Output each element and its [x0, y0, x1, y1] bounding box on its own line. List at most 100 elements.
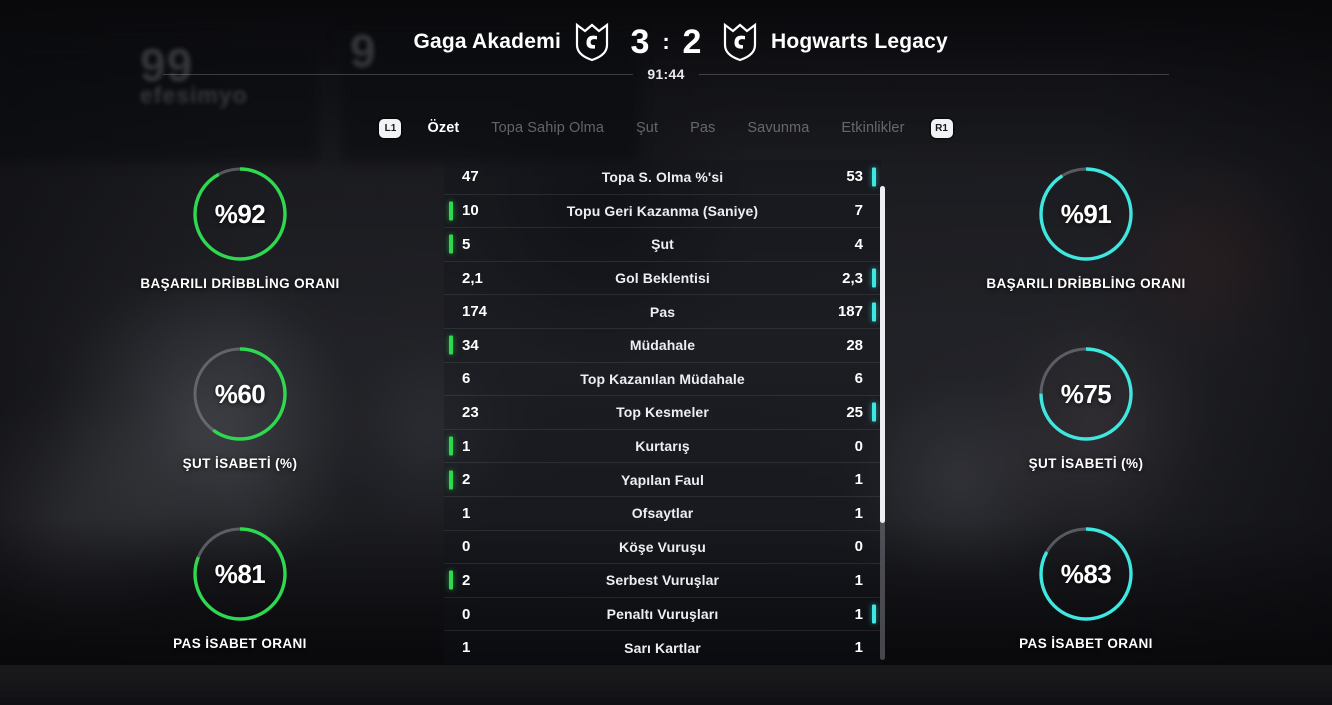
- stat-label: Şut: [528, 236, 797, 252]
- tab-3[interactable]: Şut: [620, 120, 674, 136]
- stat-label: Penaltı Vuruşları: [528, 606, 797, 622]
- stat-label: Top Kesmeler: [528, 404, 797, 420]
- home-team-name: Gaga Akademi: [381, 30, 561, 54]
- clock-rule-left: [163, 74, 633, 75]
- tab-5[interactable]: Savunma: [731, 120, 825, 136]
- stat-away-value: 53: [797, 168, 881, 185]
- stat-label: Pas: [528, 304, 797, 320]
- away-gauge: %83 PAS İSABET ORANI: [936, 522, 1236, 651]
- stat-away-value: 1: [797, 639, 881, 656]
- gauge-label: ŞUT İSABETİ (%): [90, 456, 390, 471]
- progress-ring-icon: %91: [1034, 162, 1138, 266]
- r1-bumper-icon[interactable]: R1: [931, 119, 953, 138]
- away-gauge: %75 ŞUT İSABETİ (%): [936, 342, 1236, 471]
- home-leader-marker: [449, 571, 453, 590]
- away-crest-icon: [723, 22, 757, 62]
- stat-home-value: 2: [444, 471, 528, 488]
- stat-away-value: 0: [797, 538, 881, 555]
- gauge-value: %83: [1034, 522, 1138, 626]
- stats-scrollbar[interactable]: [880, 186, 885, 660]
- home-leader-marker: [449, 336, 453, 355]
- stat-home-value: 10: [444, 202, 528, 219]
- tab-2[interactable]: Topa Sahip Olma: [475, 120, 620, 136]
- gauge-label: PAS İSABET ORANI: [90, 636, 390, 651]
- stat-away-value: 0: [797, 438, 881, 455]
- stat-home-value: 47: [444, 168, 528, 185]
- gauge-label: BAŞARILI DRİBBLİNG ORANI: [90, 276, 390, 291]
- gauge-label: PAS İSABET ORANI: [936, 636, 1236, 651]
- stat-label: Müdahale: [528, 337, 797, 353]
- l1-bumper-icon[interactable]: L1: [379, 119, 401, 138]
- stats-scrollbar-thumb[interactable]: [880, 186, 885, 523]
- stat-label: Yapılan Faul: [528, 472, 797, 488]
- match-clock-row: 91:44: [0, 66, 1332, 82]
- progress-ring-icon: %92: [188, 162, 292, 266]
- gauge-label: ŞUT İSABETİ (%): [936, 456, 1236, 471]
- home-leader-marker: [449, 437, 453, 456]
- stat-away-value: 1: [797, 471, 881, 488]
- tab-6[interactable]: Etkinlikler: [825, 120, 920, 136]
- stat-home-value: 34: [444, 337, 528, 354]
- home-gauge: %92 BAŞARILI DRİBBLİNG ORANI: [90, 162, 390, 291]
- stat-home-value: 1: [444, 639, 528, 656]
- away-leader-marker: [872, 269, 876, 288]
- stat-label: Topu Geri Kazanma (Saniye): [528, 203, 797, 219]
- progress-ring-icon: %81: [188, 522, 292, 626]
- stat-label: Ofsaytlar: [528, 505, 797, 521]
- away-team-name: Hogwarts Legacy: [771, 30, 951, 54]
- away-leader-marker: [872, 302, 876, 321]
- away-score: 2: [675, 22, 709, 62]
- home-leader-marker: [449, 235, 453, 254]
- stat-away-value: 2,3: [797, 270, 881, 287]
- stat-label: Sarı Kartlar: [528, 640, 797, 656]
- stat-label: Top Kazanılan Müdahale: [528, 371, 797, 387]
- stat-home-value: 1: [444, 505, 528, 522]
- stat-away-value: 187: [797, 303, 881, 320]
- stat-away-value: 25: [797, 404, 881, 421]
- stat-home-value: 2: [444, 572, 528, 589]
- home-leader-marker: [449, 470, 453, 489]
- stat-home-value: 6: [444, 370, 528, 387]
- progress-ring-icon: %75: [1034, 342, 1138, 446]
- stat-label: Serbest Vuruşlar: [528, 572, 797, 588]
- stat-away-value: 1: [797, 606, 881, 623]
- tab-4[interactable]: Pas: [674, 120, 731, 136]
- stat-away-value: 7: [797, 202, 881, 219]
- stat-label: Köşe Vuruşu: [528, 539, 797, 555]
- stat-home-value: 23: [444, 404, 528, 421]
- stat-home-value: 1: [444, 438, 528, 455]
- stat-away-value: 1: [797, 572, 881, 589]
- home-score: 3: [623, 22, 657, 62]
- clock-rule-right: [699, 74, 1169, 75]
- scoreline: Gaga Akademi 3 : 2 Hogwarts Legacy: [0, 22, 1332, 62]
- progress-ring-icon: %83: [1034, 522, 1138, 626]
- stat-away-value: 4: [797, 236, 881, 253]
- score-separator: :: [657, 22, 675, 62]
- tab-1[interactable]: Özet: [411, 120, 475, 136]
- match-header: Gaga Akademi 3 : 2 Hogwarts Legacy 91:44: [0, 0, 1332, 92]
- stat-away-value: 28: [797, 337, 881, 354]
- gauge-value: %75: [1034, 342, 1138, 446]
- stat-home-value: 174: [444, 303, 528, 320]
- home-leader-marker: [449, 201, 453, 220]
- stat-label: Kurtarış: [528, 438, 797, 454]
- stat-home-value: 0: [444, 606, 528, 623]
